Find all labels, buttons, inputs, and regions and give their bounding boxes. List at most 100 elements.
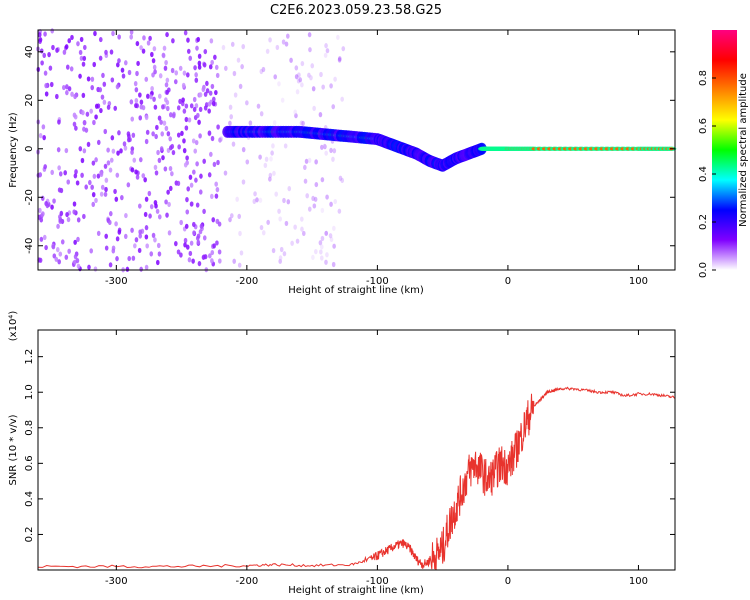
spectrogram-cell [178, 98, 182, 105]
spectrogram-cell [116, 62, 120, 68]
spectrogram-cell [202, 62, 207, 68]
spectrogram-y-axis-label: Frequency (Hz) [8, 112, 19, 188]
spectrogram-cell [278, 255, 283, 261]
spectrogram-cell [196, 112, 200, 119]
spectrogram-cell [51, 244, 56, 250]
spectrogram-cell [166, 131, 171, 137]
spectrogram-cell [278, 258, 282, 264]
spectrogram-cell [310, 63, 315, 69]
spectrogram-y-tick-label-1: -20 [24, 189, 35, 205]
spectrogram-y-ticks: -40 -20 0 20 40 [24, 45, 675, 254]
spectrogram-cell [104, 245, 109, 251]
spectrogram-cell [155, 124, 159, 131]
spectrogram-cell [319, 249, 323, 255]
spectrogram-cell [58, 218, 63, 224]
spectrogram-cell [117, 229, 122, 235]
spectrogram-cell [236, 57, 241, 63]
spectrogram-cell [307, 157, 312, 163]
spectrogram-cell [263, 162, 268, 168]
spectrogram-cell [171, 149, 176, 156]
spectrogram-cell [48, 65, 53, 71]
spectrogram-cell [301, 230, 306, 237]
spectrogram-cell [146, 40, 151, 46]
spectrogram-cell [50, 28, 55, 34]
spectrogram-cell [72, 201, 77, 207]
spectrogram-cell [159, 119, 163, 125]
spectrogram-cell [181, 82, 186, 88]
spectrogram-cell [264, 156, 269, 162]
spectrogram-cell [212, 161, 217, 167]
spectrogram-y-tick-label-4: 40 [24, 45, 35, 58]
spectrogram-cell [312, 203, 317, 209]
spectrogram-cell [154, 203, 158, 209]
snr-x-tick-label-1: -200 [236, 576, 259, 587]
spectrogram-cell [283, 143, 288, 149]
spectrogram-cell [210, 59, 214, 66]
spectrogram-cell [111, 248, 116, 254]
spectrogram-cell [228, 120, 232, 126]
spectrogram-cell [138, 157, 143, 163]
spectrogram-cell [300, 216, 304, 222]
spectrogram-cell [238, 83, 243, 89]
spectrogram-cell [189, 201, 194, 207]
spectrogram-cell [341, 46, 346, 52]
spectrogram-cell [100, 184, 105, 190]
spectrogram-cell [82, 120, 87, 126]
spectrogram-cell [318, 240, 323, 246]
spectrogram-cell [280, 97, 285, 103]
spectrogram-cell [67, 248, 71, 254]
spectrogram-cell [232, 70, 237, 77]
spectrogram-cell [144, 234, 149, 240]
spectrogram-cell [144, 138, 149, 145]
spectrogram-cell [324, 230, 329, 236]
spectrogram-cell [102, 99, 107, 105]
spectrogram-cell [130, 227, 134, 233]
spectrogram-cell [191, 258, 195, 264]
spectrogram-cell [82, 148, 87, 154]
spectrogram-cell [300, 226, 304, 232]
spectrogram-cell [138, 203, 142, 209]
spectrogram-cell [139, 99, 144, 105]
spectrogram-cell [76, 217, 81, 223]
spectrogram-cell [259, 111, 264, 117]
spectrogram-cell [202, 158, 206, 164]
spectrogram-cell [72, 209, 76, 215]
spectrogram-cell [228, 104, 233, 110]
spectrogram-cell [143, 211, 148, 218]
spectrogram-cell [329, 147, 333, 153]
spectrogram-cell [240, 64, 244, 70]
spectrogram-cell [185, 197, 189, 203]
spectrogram-cell [162, 45, 167, 51]
spectrogram-cell [127, 137, 131, 143]
spectrogram-cell [323, 52, 328, 58]
spectrogram-cell [106, 147, 110, 153]
spectrogram-cell [153, 104, 158, 110]
spectrogram-cell [116, 150, 120, 156]
spectrogram-cell [42, 52, 47, 58]
snr-plot-area [37, 386, 676, 570]
spectrogram-cell [38, 257, 43, 263]
spectrogram-cell [296, 78, 301, 84]
spectrogram-cell [162, 120, 167, 126]
spectrogram-cell [245, 159, 250, 165]
spectrogram-cell [210, 135, 215, 142]
snr-y-tick-label-0: 0.2 [24, 526, 35, 542]
spectrogram-cell [69, 66, 74, 72]
spectrogram-cell [62, 49, 67, 55]
spectrogram-cell [168, 165, 173, 172]
spectrogram-cell [323, 144, 327, 150]
spectrogram-cell [168, 185, 173, 191]
spectrogram-cell [319, 255, 324, 261]
spectrogram-cell [337, 56, 342, 62]
spectrogram-cell [153, 69, 157, 75]
spectrogram-cell [272, 170, 276, 176]
spectrogram-cell [119, 148, 123, 154]
spectrogram-frame [37, 29, 676, 271]
spectrogram-cell [65, 84, 69, 90]
spectrogram-cell [215, 187, 220, 193]
spectrogram-cell [139, 45, 143, 51]
spectrogram-cell [189, 103, 194, 109]
spectrogram-cell [89, 248, 94, 254]
spectrogram-cell [164, 60, 168, 66]
